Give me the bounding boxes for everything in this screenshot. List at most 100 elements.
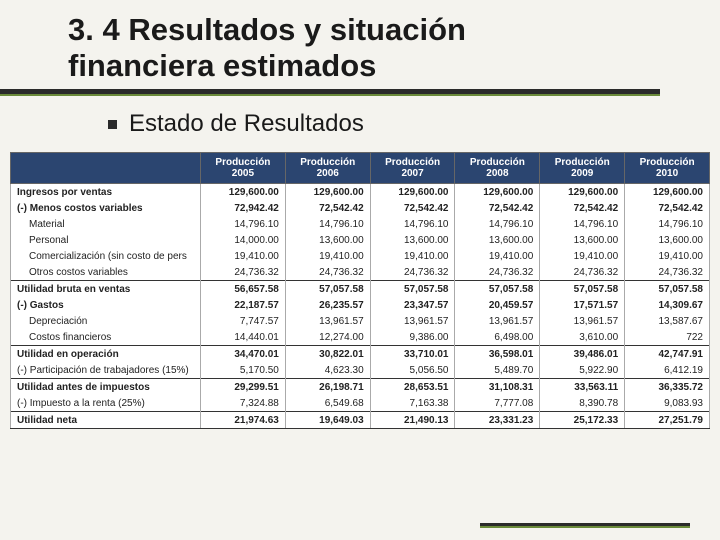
cell: 72,542.42: [370, 200, 455, 216]
cell: 72,542.42: [285, 200, 370, 216]
cell: 36,598.01: [455, 346, 540, 363]
table-row: (-) Gastos22,187.5726,235.5723,347.5720,…: [11, 297, 710, 313]
col-header-2: Producción 2007: [370, 153, 455, 184]
cell: 13,600.00: [285, 232, 370, 248]
cell: 26,198.71: [285, 379, 370, 396]
cell: 14,796.10: [540, 216, 625, 232]
table-row: Utilidad neta21,974.6319,649.0321,490.13…: [11, 412, 710, 429]
cell: 19,410.00: [285, 248, 370, 264]
cell: 14,796.10: [625, 216, 710, 232]
cell: 24,736.32: [370, 264, 455, 281]
cell: 7,163.38: [370, 395, 455, 412]
title-line1: 3. 4 Resultados y situación: [68, 12, 466, 47]
cell: 27,251.79: [625, 412, 710, 429]
cell: 72,542.42: [540, 200, 625, 216]
table-row: Costos financieros14,440.0112,274.009,38…: [11, 329, 710, 346]
cell: 13,600.00: [455, 232, 540, 248]
cell: 14,796.10: [201, 216, 286, 232]
cell: 19,410.00: [540, 248, 625, 264]
cell: 17,571.57: [540, 297, 625, 313]
cell: 129,600.00: [625, 184, 710, 201]
table-row: Utilidad en operación34,470.0130,822.013…: [11, 346, 710, 363]
cell: 14,796.10: [285, 216, 370, 232]
footer-rule: [480, 523, 690, 528]
col-header-1: Producción 2006: [285, 153, 370, 184]
cell: 13,600.00: [370, 232, 455, 248]
col-header-4: Producción 2009: [540, 153, 625, 184]
cell: 13,961.57: [285, 313, 370, 329]
cell: 36,335.72: [625, 379, 710, 396]
cell: 5,056.50: [370, 362, 455, 379]
cell: 19,410.00: [455, 248, 540, 264]
cell: 13,600.00: [540, 232, 625, 248]
row-label: (-) Menos costos variables: [11, 200, 201, 216]
cell: 21,974.63: [201, 412, 286, 429]
row-label: Depreciación: [11, 313, 201, 329]
cell: 9,386.00: [370, 329, 455, 346]
cell: 14,440.01: [201, 329, 286, 346]
cell: 129,600.00: [201, 184, 286, 201]
cell: 72,542.42: [625, 200, 710, 216]
cell: 57,057.58: [285, 281, 370, 298]
table-wrap: Producción 2005Producción 2006Producción…: [0, 148, 720, 429]
cell: 19,410.00: [625, 248, 710, 264]
cell: 23,347.57: [370, 297, 455, 313]
cell: 6,498.00: [455, 329, 540, 346]
table-header-row: Producción 2005Producción 2006Producción…: [11, 153, 710, 184]
cell: 14,796.10: [370, 216, 455, 232]
bullet-icon: [108, 120, 117, 129]
cell: 7,777.08: [455, 395, 540, 412]
cell: 19,410.00: [370, 248, 455, 264]
cell: 129,600.00: [455, 184, 540, 201]
cell: 26,235.57: [285, 297, 370, 313]
cell: 33,710.01: [370, 346, 455, 363]
row-label: Costos financieros: [11, 329, 201, 346]
cell: 13,587.67: [625, 313, 710, 329]
cell: 6,549.68: [285, 395, 370, 412]
cell: 19,410.00: [201, 248, 286, 264]
cell: 129,600.00: [540, 184, 625, 201]
cell: 5,170.50: [201, 362, 286, 379]
row-label: Utilidad antes de impuestos: [11, 379, 201, 396]
title-line2: financiera estimados: [68, 48, 376, 83]
cell: 12,274.00: [285, 329, 370, 346]
cell: 129,600.00: [285, 184, 370, 201]
cell: 20,459.57: [455, 297, 540, 313]
cell: 42,747.91: [625, 346, 710, 363]
cell: 24,736.32: [201, 264, 286, 281]
cell: 72,942.42: [201, 200, 286, 216]
row-label: Utilidad neta: [11, 412, 201, 429]
cell: 13,961.57: [370, 313, 455, 329]
income-statement-table: Producción 2005Producción 2006Producción…: [10, 152, 710, 429]
cell: 9,083.93: [625, 395, 710, 412]
cell: 13,961.57: [540, 313, 625, 329]
cell: 22,187.57: [201, 297, 286, 313]
col-header-5: Producción 2010: [625, 153, 710, 184]
cell: 72,542.42: [455, 200, 540, 216]
cell: 5,489.70: [455, 362, 540, 379]
cell: 57,057.58: [455, 281, 540, 298]
row-label: Material: [11, 216, 201, 232]
header-blank: [11, 153, 201, 184]
cell: 23,331.23: [455, 412, 540, 429]
table-row: (-) Menos costos variables72,942.4272,54…: [11, 200, 710, 216]
table-row: Utilidad bruta en ventas56,657.5857,057.…: [11, 281, 710, 298]
row-label: Personal: [11, 232, 201, 248]
cell: 14,309.67: [625, 297, 710, 313]
cell: 33,563.11: [540, 379, 625, 396]
table-row: (-) Impuesto a la renta (25%)7,324.886,5…: [11, 395, 710, 412]
col-header-0: Producción 2005: [201, 153, 286, 184]
cell: 25,172.33: [540, 412, 625, 429]
row-label: Ingresos por ventas: [11, 184, 201, 201]
subtitle: Estado de Resultados: [129, 110, 364, 138]
cell: 6,412.19: [625, 362, 710, 379]
cell: 19,649.03: [285, 412, 370, 429]
cell: 13,600.00: [625, 232, 710, 248]
cell: 24,736.32: [455, 264, 540, 281]
table-row: Utilidad antes de impuestos29,299.5126,1…: [11, 379, 710, 396]
subtitle-row: Estado de Resultados: [0, 96, 720, 148]
cell: 34,470.01: [201, 346, 286, 363]
table-row: Depreciación7,747.5713,961.5713,961.5713…: [11, 313, 710, 329]
row-label: Utilidad en operación: [11, 346, 201, 363]
cell: 3,610.00: [540, 329, 625, 346]
